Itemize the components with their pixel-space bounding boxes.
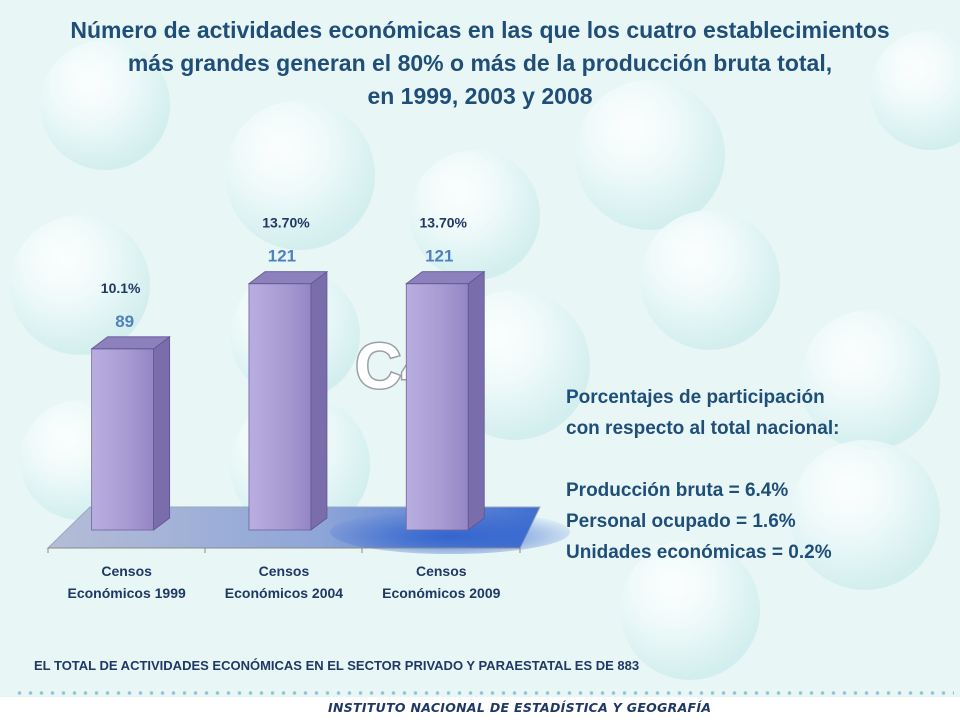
background-bubble (10, 215, 150, 355)
title-line-2: más grandes generan el 80% o más de la p… (127, 50, 833, 76)
bar-percent-label: 13.70% (420, 215, 468, 231)
bar (91, 348, 155, 531)
participation-item-units: Unidades económicas = 0.2% (566, 542, 832, 563)
x-tick-label: Censos (101, 563, 152, 579)
bar-top-face (90, 336, 171, 350)
participation-panel: Porcentajes de participación con respect… (566, 382, 946, 568)
background-bubble (575, 80, 725, 230)
page-title: Número de actividades económicas en las … (0, 14, 960, 113)
background-bubble (870, 30, 960, 150)
bar (405, 283, 469, 531)
x-tick-label: Económicos 2004 (225, 585, 343, 601)
bar-side-face (153, 336, 171, 531)
participation-heading-2: con respecto al total nacional: (566, 418, 840, 439)
participation-heading-1: Porcentajes de participación (566, 387, 825, 408)
participation-item-production: Producción bruta = 6.4% (566, 480, 789, 501)
title-line-3: en 1999, 2003 y 2008 (367, 83, 593, 109)
footnote: EL TOTAL DE ACTIVIDADES ECONÓMICAS EN EL… (34, 658, 640, 673)
dotted-divider (14, 690, 954, 696)
bar-value-label: 121 (268, 247, 296, 266)
bar-side-face (467, 270, 485, 531)
bar-side-face (310, 270, 328, 531)
institute-banner: INSTITUTO NACIONAL DE ESTADÍSTICA Y GEOG… (0, 697, 960, 720)
background-bubble (410, 150, 540, 280)
background-bubble (640, 210, 780, 350)
background-bubble (800, 310, 940, 450)
x-tick-label: Censos (416, 563, 467, 579)
participation-item-personnel: Personal ocupado = 1.6% (566, 511, 796, 532)
background-bubble (40, 40, 170, 170)
background-bubble (620, 540, 760, 680)
background-bubble (225, 100, 375, 250)
bar-value-label: 89 (115, 312, 134, 331)
bar-percent-label: 13.70% (262, 215, 310, 231)
bar-value-label: 121 (425, 247, 453, 266)
bar (248, 283, 312, 531)
bar-series: 89 10.1% Censos Económicos 1999 121 13.70% Cen… (68, 215, 501, 601)
x-tick-label: Económicos 2009 (382, 585, 500, 601)
x-tick-label: Económicos 1999 (68, 585, 186, 601)
background-bubble (790, 440, 940, 590)
x-tick-label: Censos (259, 563, 310, 579)
bar-percent-label: 10.1% (101, 280, 141, 296)
chart-floor-glow (330, 510, 570, 554)
bar-top-face (405, 271, 486, 285)
title-line-1: Número de actividades económicas en las … (70, 17, 890, 43)
institute-name: INSTITUTO NACIONAL DE ESTADÍSTICA Y GEOG… (328, 700, 712, 715)
bar-top-face (247, 271, 329, 285)
